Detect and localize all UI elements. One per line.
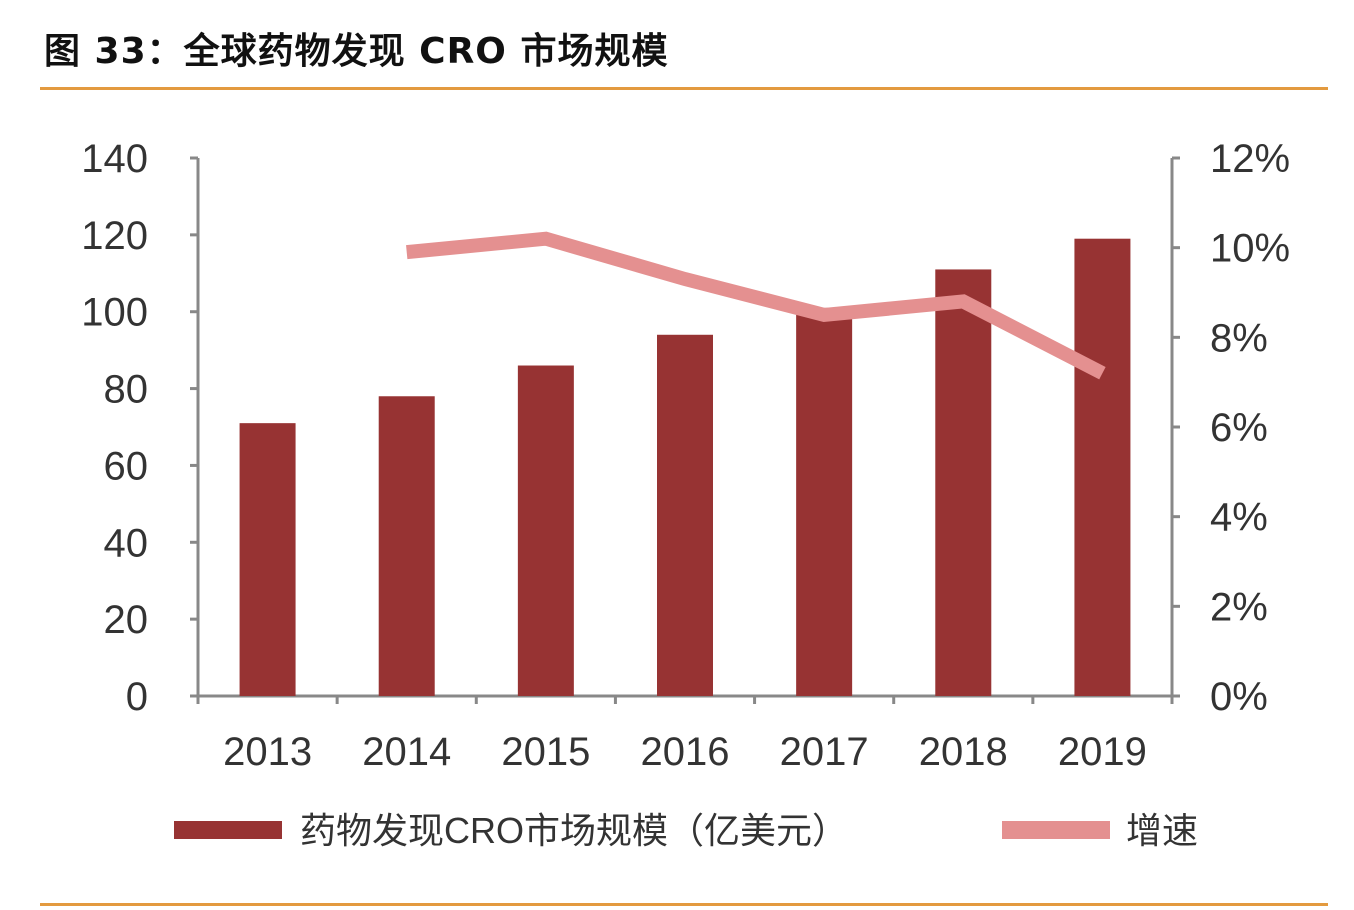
bar-2015 [517,365,574,696]
left-tick-label: 120 [81,214,148,258]
bar-2016 [657,334,713,696]
x-tick-label: 2015 [501,730,590,774]
right-tick-label: 12% [1210,137,1290,181]
left-tick-label: 60 [104,444,149,488]
left-tick-label: 20 [104,598,149,642]
right-tick-label: 2% [1210,585,1268,629]
legend-swatch-bar [174,821,282,839]
bar-2019 [1074,238,1131,696]
x-tick-label: 2019 [1058,730,1147,774]
growth-line [406,231,1106,380]
top-divider [40,87,1328,90]
left-tick-label: 0 [126,675,148,719]
left-tick-label: 40 [104,521,149,565]
legend-swatch-line [1002,821,1110,839]
legend-label-bar: 药物发现CRO市场规模（亿美元） [300,810,848,851]
bar-2014 [378,396,435,696]
left-tick-label: 80 [104,368,149,412]
bottom-divider [40,903,1328,906]
figure-title: 图 33：全球药物发现 CRO 市场规模 [44,31,669,72]
right-tick-label: 6% [1210,406,1268,450]
x-tick-label: 2017 [780,730,869,774]
x-tick-label: 2013 [223,730,312,774]
legend-label-line: 增速 [1126,810,1198,851]
left-tick-label: 100 [81,291,148,335]
right-tick-label: 8% [1210,316,1268,360]
right-tick-label: 4% [1210,496,1268,540]
x-tick-label: 2014 [362,730,451,774]
right-tick-label: 0% [1210,675,1268,719]
x-tick-label: 2018 [919,730,1008,774]
bar-2017 [796,307,853,696]
right-tick-label: 10% [1210,227,1290,271]
x-tick-label: 2016 [641,730,730,774]
left-tick-label: 140 [81,137,148,181]
bar-2018 [935,269,992,696]
bar-2013 [239,423,296,696]
